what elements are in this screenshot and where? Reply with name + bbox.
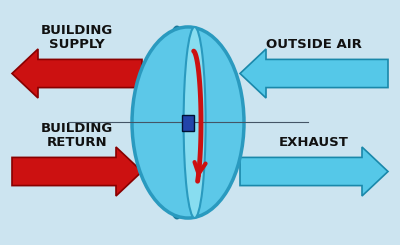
Text: OUTSIDE AIR: OUTSIDE AIR xyxy=(266,38,362,51)
FancyBboxPatch shape xyxy=(182,114,194,131)
Text: EXHAUST: EXHAUST xyxy=(279,136,349,149)
Text: BUILDING
SUPPLY: BUILDING SUPPLY xyxy=(41,24,113,51)
FancyArrow shape xyxy=(240,147,388,196)
FancyArrow shape xyxy=(240,49,388,98)
FancyArrow shape xyxy=(12,147,142,196)
FancyArrow shape xyxy=(12,49,142,98)
Ellipse shape xyxy=(164,27,190,218)
Ellipse shape xyxy=(184,27,206,218)
Ellipse shape xyxy=(132,27,244,218)
Text: BUILDING
RETURN: BUILDING RETURN xyxy=(41,122,113,149)
